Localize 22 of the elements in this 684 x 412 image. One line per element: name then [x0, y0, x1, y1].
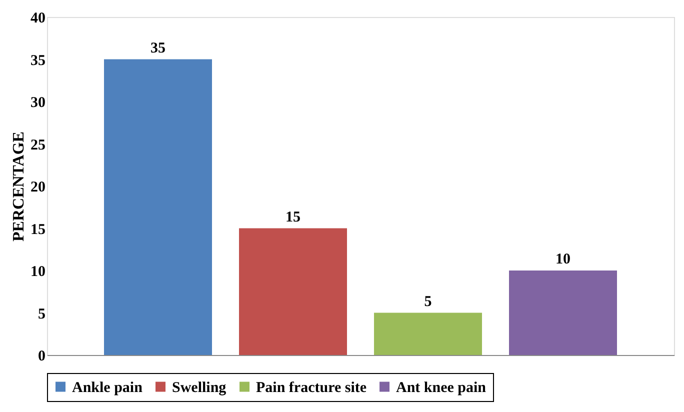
bar: [374, 312, 482, 355]
y-tick-label: 15: [30, 222, 46, 238]
legend-label: Swelling: [172, 380, 227, 396]
data-label: 10: [556, 252, 570, 268]
y-tick-label: 0: [38, 348, 46, 364]
legend-label: Ant knee pain: [396, 380, 487, 396]
bar: [509, 270, 617, 355]
y-axis-title: PERCENTAGE: [10, 132, 28, 242]
y-tick-label: 40: [30, 10, 46, 26]
data-label: 15: [286, 209, 300, 226]
legend-label: Ankle pain: [72, 380, 144, 396]
y-tick-label: 10: [30, 264, 46, 280]
y-tick-label: 25: [30, 137, 46, 154]
data-label: 35: [150, 40, 166, 56]
y-tick-label: 5: [38, 306, 46, 322]
y-tick-label: 30: [30, 95, 46, 111]
data-label: 5: [424, 294, 432, 310]
bar: [239, 228, 347, 355]
bar: [104, 59, 212, 355]
y-tick-label: 35: [30, 52, 46, 69]
legend-label: Pain fracture site: [256, 380, 367, 396]
y-tick-label: 20: [30, 180, 46, 196]
